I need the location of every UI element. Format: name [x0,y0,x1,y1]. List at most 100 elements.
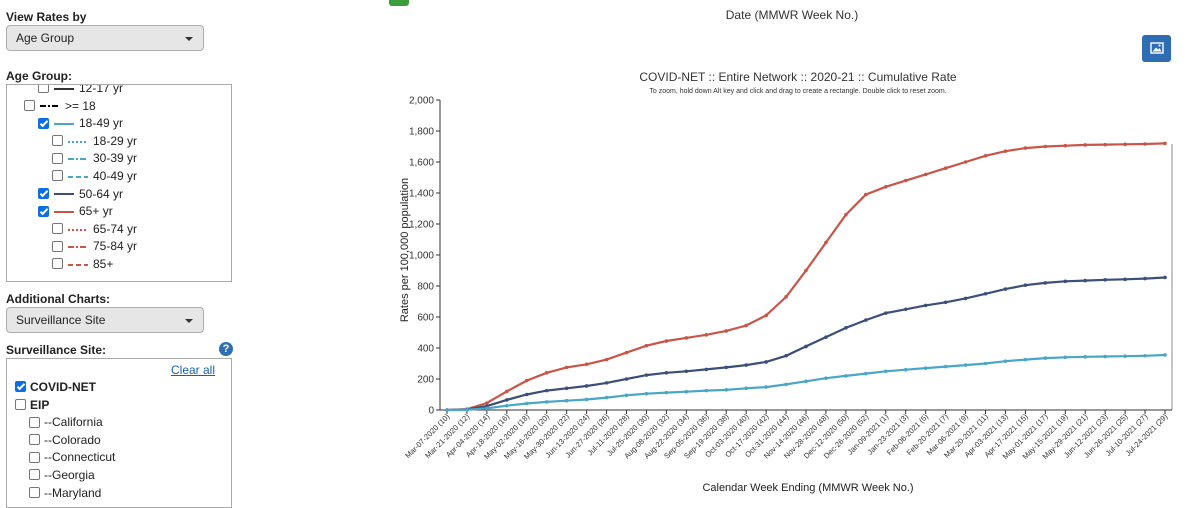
data-point[interactable] [784,353,788,358]
checkbox-icon[interactable] [52,135,63,147]
additional-charts-select[interactable]: Surveillance Site [6,307,204,333]
data-point[interactable] [1023,146,1028,150]
age-group-item[interactable]: 12-17 yr [38,85,123,97]
checkbox-checked-icon[interactable] [15,381,26,393]
age-group-item[interactable]: 18-49 yr [38,115,123,132]
data-point[interactable] [1083,355,1088,359]
data-point[interactable] [883,185,888,189]
data-point[interactable] [824,376,828,381]
data-point[interactable] [644,343,649,348]
data-point[interactable] [804,268,808,273]
data-point[interactable] [524,392,529,397]
age-group-item[interactable]: 85+ [52,256,113,273]
series-line-0[interactable] [446,142,1166,412]
data-point[interactable] [903,367,908,372]
data-point[interactable] [883,369,888,374]
data-point[interactable] [445,408,449,412]
data-point[interactable] [963,160,968,164]
checkbox-icon[interactable] [52,258,63,270]
data-point[interactable] [524,401,529,406]
data-point[interactable] [903,307,908,312]
data-point[interactable] [1003,359,1008,363]
data-point[interactable] [784,295,788,299]
site-item[interactable]: --Connecticut [29,449,115,466]
data-point[interactable] [724,388,729,392]
checkbox-icon[interactable] [29,451,40,463]
checkbox-checked-icon[interactable] [38,117,49,129]
data-point[interactable] [505,398,509,402]
data-point[interactable] [684,389,689,394]
data-point[interactable] [624,393,629,398]
data-point[interactable] [1043,356,1048,360]
checkbox-icon[interactable] [52,152,63,164]
data-point[interactable] [1143,276,1147,281]
data-point[interactable] [1063,143,1068,148]
series-line-1[interactable] [446,276,1166,412]
data-point[interactable] [1043,281,1048,285]
data-point[interactable] [1123,142,1127,147]
data-point[interactable] [604,395,609,400]
data-point[interactable] [604,357,609,362]
data-point[interactable] [744,386,748,391]
age-group-item[interactable]: 75-84 yr [52,238,137,255]
data-point[interactable] [844,212,848,217]
data-point[interactable] [764,313,768,318]
data-point[interactable] [963,363,968,367]
data-point[interactable] [485,406,489,411]
data-point[interactable] [584,397,589,402]
data-point[interactable] [524,378,529,383]
data-point[interactable] [584,362,589,367]
age-group-item[interactable]: 40-49 yr [52,168,137,185]
data-point[interactable] [883,311,888,315]
data-point[interactable] [664,390,669,395]
data-point[interactable] [963,296,968,301]
data-point[interactable] [804,379,808,384]
data-point[interactable] [664,371,669,375]
data-point[interactable] [844,374,848,378]
data-point[interactable] [704,367,709,372]
age-group-item[interactable]: 50-64 yr [38,186,123,203]
data-point[interactable] [1043,144,1048,149]
data-point[interactable] [804,344,808,349]
data-point[interactable] [465,408,469,412]
site-item[interactable]: --California [29,414,103,431]
data-point[interactable] [1063,355,1068,360]
data-point[interactable] [564,386,569,391]
age-group-item[interactable]: 65-74 yr [52,221,137,238]
data-point[interactable] [1163,141,1167,146]
data-point[interactable] [684,369,689,374]
data-point[interactable] [1023,357,1028,362]
checkbox-checked-icon[interactable] [38,205,49,217]
view-rates-select[interactable]: Age Group [6,25,204,51]
data-point[interactable] [1123,277,1127,282]
data-point[interactable] [644,391,649,396]
data-point[interactable] [1003,149,1008,153]
surveillance-site-list[interactable]: Clear all COVID-NET EIP --California --Colo… [6,358,232,508]
data-point[interactable] [485,401,489,405]
data-point[interactable] [704,388,709,393]
data-point[interactable] [824,335,828,339]
age-group-item[interactable]: 30-39 yr [52,150,137,167]
checkbox-icon[interactable] [15,398,26,410]
data-point[interactable] [624,377,629,381]
image-button[interactable] [1142,35,1171,62]
data-point[interactable] [644,373,649,377]
data-point[interactable] [684,336,689,340]
data-point[interactable] [624,350,629,355]
data-point[interactable] [923,303,928,308]
checkbox-icon[interactable] [29,434,40,446]
data-point[interactable] [1083,143,1088,147]
data-point[interactable] [564,398,569,403]
data-point[interactable] [764,360,768,364]
checkbox-icon[interactable] [52,170,63,182]
data-point[interactable] [824,240,828,245]
data-point[interactable] [1163,353,1167,357]
data-point[interactable] [1103,278,1107,282]
data-point[interactable] [764,385,768,389]
checkbox-icon[interactable] [52,223,63,235]
data-point[interactable] [544,400,549,404]
data-point[interactable] [1063,279,1068,284]
data-point[interactable] [704,333,709,337]
data-point[interactable] [1143,142,1147,146]
data-point[interactable] [544,388,549,393]
